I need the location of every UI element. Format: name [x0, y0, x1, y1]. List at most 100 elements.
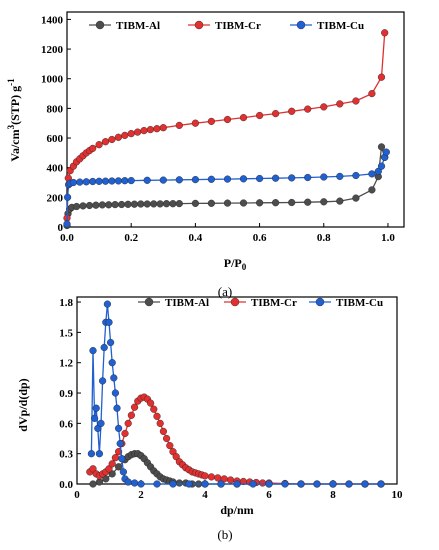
- b-point-tibm-cu: [185, 480, 193, 488]
- b-line-tibm-cu: [90, 304, 381, 485]
- b-point-tibm-cu: [153, 480, 161, 488]
- a-point-tibm-cu: [63, 220, 71, 228]
- a-point-tibm-al: [156, 200, 164, 208]
- b-point-tibm-cr: [89, 465, 97, 473]
- b-point-tibm-cr: [108, 460, 116, 468]
- a-point-tibm-al: [191, 199, 200, 208]
- a-point-tibm-cu: [288, 174, 296, 182]
- a-point-tibm-cu: [121, 177, 129, 185]
- a-y-tick-label: 0: [58, 222, 64, 234]
- b-point-tibm-cr: [121, 429, 129, 438]
- a-point-tibm-cr: [108, 135, 116, 144]
- a-y-tick-label: 400: [47, 163, 64, 175]
- a-point-tibm-cr: [381, 29, 389, 37]
- b-point-tibm-cu: [329, 480, 337, 488]
- a-y-tick-label: 800: [47, 103, 64, 115]
- b-point-tibm-cu: [345, 480, 353, 488]
- b-point-tibm-cr: [207, 473, 216, 481]
- a-point-tibm-cr: [320, 103, 328, 111]
- b-legend-item-tibm-cu: TIBM-Cu: [309, 297, 383, 309]
- a-line-tibm-cu: [66, 151, 387, 225]
- a-point-tibm-al: [256, 199, 264, 207]
- b-point-tibm-cu: [110, 374, 118, 382]
- a-point-tibm-cu: [82, 178, 90, 186]
- a-point-tibm-cr: [223, 115, 232, 124]
- isotherm-x-ticks: 0.0 0.2 0.4 0.6 0.8 1.0: [60, 223, 395, 244]
- caption-a: (a): [218, 284, 232, 299]
- b-point-tibm-cu: [131, 479, 139, 487]
- a-point-tibm-cr: [191, 119, 200, 127]
- b-point-tibm-cu: [89, 347, 97, 355]
- b-point-tibm-cu: [265, 480, 273, 488]
- b-point-tibm-cr: [259, 479, 267, 487]
- a-point-tibm-cu: [336, 172, 344, 181]
- b-legend-label-tibm-cu: TIBM-Cu: [336, 297, 383, 309]
- a-point-tibm-al: [79, 202, 87, 210]
- a-legend-marker-tibm-cu: [296, 20, 306, 30]
- b-point-tibm-cr: [172, 453, 180, 461]
- a-point-tibm-cu: [175, 176, 183, 184]
- b-point-tibm-cu: [114, 424, 123, 433]
- a-point-tibm-cu: [207, 175, 216, 183]
- a-point-tibm-cu: [382, 148, 390, 156]
- a-point-tibm-al: [377, 143, 386, 151]
- a-point-tibm-al: [272, 199, 280, 207]
- b-point-tibm-cu: [281, 480, 289, 488]
- pore-y-axis-label: dVp/d(dp): [16, 378, 30, 431]
- b-point-tibm-cu: [97, 419, 105, 428]
- isotherm-y-axis-label: Va/cm3(STP) g-1: [6, 78, 22, 162]
- isotherm-x-axis-label-subscript: 0: [242, 262, 247, 272]
- b-point-tibm-al: [175, 479, 184, 487]
- b-point-tibm-cu: [137, 480, 145, 488]
- a-point-tibm-al: [92, 201, 100, 209]
- isotherm-plot-frame: [66, 11, 405, 228]
- b-point-tibm-cu: [249, 480, 257, 488]
- a-line-tibm-al: [66, 146, 386, 226]
- b-point-tibm-cu: [113, 404, 121, 412]
- b-point-tibm-cr: [156, 419, 164, 428]
- b-point-tibm-cu: [217, 480, 225, 488]
- a-point-tibm-cu: [374, 167, 382, 176]
- isotherm-y-axis-label-mid: (STP) g: [8, 86, 22, 125]
- a-point-tibm-cu: [256, 174, 264, 183]
- a-line-tibm-cr: [66, 32, 386, 219]
- b-point-tibm-cu: [377, 480, 385, 488]
- a-point-tibm-al: [175, 200, 183, 208]
- a-legend-item-tibm-cu: TIBM-Cu: [290, 20, 364, 32]
- b-point-tibm-cu: [100, 343, 108, 352]
- a-point-tibm-al: [111, 201, 119, 209]
- pore-x-axis-label: dp/nm: [220, 503, 253, 517]
- b-point-tibm-al: [95, 478, 104, 486]
- b-point-tibm-cr: [153, 412, 161, 420]
- b-x-tick-label: 10: [392, 489, 404, 501]
- a-y-tick-label: 1000: [41, 74, 64, 86]
- b-point-tibm-cu: [103, 300, 112, 308]
- b-y-tick-label: 0.6: [59, 418, 73, 430]
- isotherm-legend: TIBM-Al TIBM-Cr TIBM-Cu: [89, 20, 364, 32]
- a-series-tibm-cu: [63, 148, 390, 228]
- a-point-tibm-cr: [336, 100, 344, 108]
- a-series-tibm-cr: [63, 29, 389, 222]
- b-point-tibm-al: [114, 463, 123, 471]
- a-x-tick-label: 0.8: [317, 232, 331, 244]
- a-point-tibm-cu: [304, 173, 312, 182]
- b-point-tibm-cr: [127, 411, 135, 419]
- b-point-tibm-cr: [150, 405, 158, 413]
- b-series-tibm-cr: [86, 393, 385, 488]
- a-point-tibm-al: [288, 198, 296, 207]
- a-point-tibm-cu: [101, 177, 110, 185]
- a-point-tibm-al: [105, 201, 113, 209]
- b-legend-label-tibm-al: TIBM-Al: [165, 297, 209, 309]
- a-point-tibm-cr: [272, 109, 280, 118]
- b-point-tibm-cr: [111, 454, 120, 462]
- isotherm-y-axis-label-sup: 3: [6, 124, 16, 129]
- b-point-tibm-cr: [147, 399, 155, 407]
- b-point-tibm-cr: [163, 434, 171, 443]
- a-x-tick-label: 1.0: [381, 232, 395, 244]
- a-point-tibm-cr: [95, 141, 103, 149]
- a-y-tick-label: 1200: [41, 44, 64, 56]
- b-point-tibm-cu: [108, 359, 116, 367]
- a-point-tibm-cu: [352, 171, 360, 180]
- b-y-tick-label: 1.5: [59, 327, 73, 339]
- a-point-tibm-al: [223, 199, 232, 207]
